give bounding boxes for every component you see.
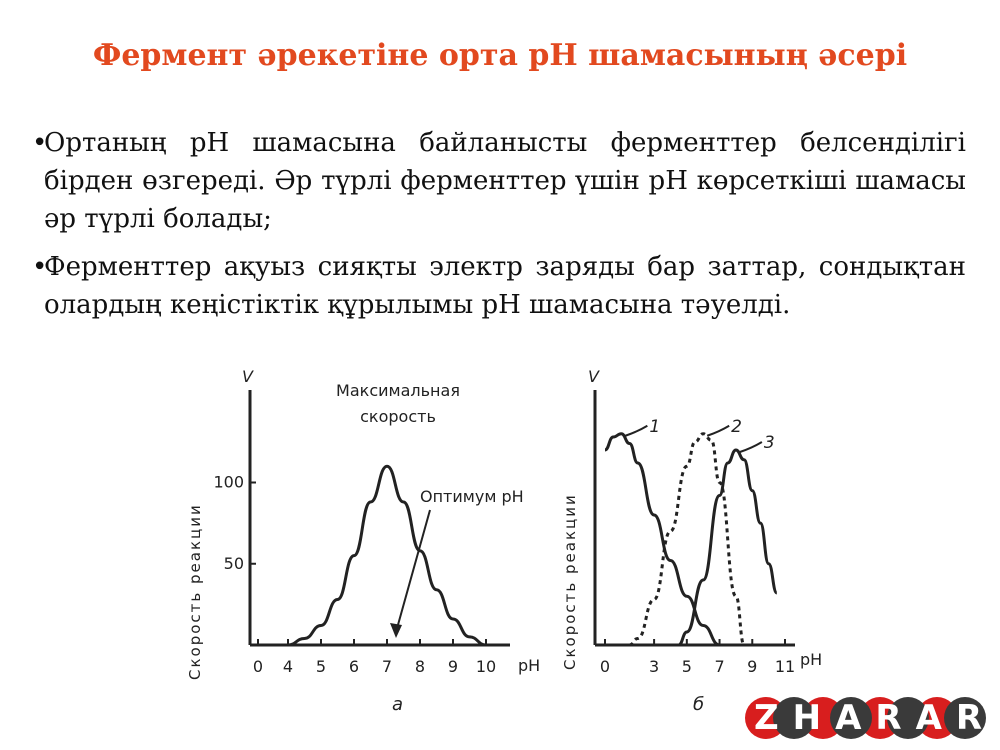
- x-tick-label-a: 6: [349, 657, 359, 676]
- series-line-b-1: [604, 432, 720, 647]
- enzyme-ph-figure: V Скорость реакции pH а Максимальная ско…: [186, 367, 822, 715]
- series-label-1: 1: [649, 417, 660, 437]
- series-line-a-0: [287, 464, 487, 647]
- y-tick-label-a: 100: [213, 473, 244, 492]
- x-tick-label-a: 4: [283, 657, 293, 676]
- x-tick-label-a: 7: [382, 657, 392, 676]
- x-tick-label-a: 0: [253, 657, 263, 676]
- annotation-max-line2: скорость: [360, 407, 436, 426]
- x-tick-label-b: 3: [649, 657, 659, 676]
- x-tick-label-a: 5: [316, 657, 326, 676]
- series-label-2: 2: [731, 417, 742, 437]
- y-axis-label-a: Скорость реакции: [186, 503, 204, 680]
- panel-label-b: б: [693, 694, 704, 715]
- y-symbol-a: V: [242, 367, 254, 386]
- bullet-mark: •: [32, 252, 48, 282]
- series-line-b-3: [678, 448, 779, 647]
- y-symbol-b: V: [588, 367, 600, 386]
- bullet-item: • Ферменттер ақуыз сияқты электр заряды …: [32, 248, 966, 324]
- bullet-list: • Ортаның рН шамасына байланысты фермент…: [32, 124, 966, 334]
- slide-title: Фермент әрекетіне орта pH шамасының әсер…: [92, 38, 908, 73]
- y-tick-label-a: 50: [224, 554, 244, 573]
- x-tick-label-b: 5: [682, 657, 692, 676]
- x-tick-label-a: 10: [476, 657, 496, 676]
- chart-panel-b: V Скорость реакции pH б 0 3 5 7 9 11 1 2 3: [561, 367, 822, 715]
- series-label-3: 3: [764, 433, 775, 453]
- bullet-text: Ортаның рН шамасына байланысты ферментте…: [44, 128, 966, 234]
- brand-badge-icon: [745, 697, 986, 739]
- series-leader-2: [706, 424, 730, 437]
- x-tick-label-b: 11: [775, 657, 795, 676]
- bullet-item: • Ортаның рН шамасына байланысты фермент…: [32, 124, 966, 238]
- brand-text: ZHARAR: [740, 693, 990, 743]
- x-tick-label-a: 8: [415, 657, 425, 676]
- brand-letters: ZHARAR: [754, 698, 997, 738]
- annotation-max-line1: Максимальная: [336, 381, 460, 400]
- x-tick-label-b: 7: [714, 657, 724, 676]
- x-axis-label-a: pH: [518, 656, 540, 675]
- x-tick-label-b: 0: [600, 657, 610, 676]
- annotation-optimum: Оптимум pH: [420, 487, 524, 506]
- brand-logo: ZHARAR: [740, 693, 990, 743]
- y-axis-label-b: Скорость реакции: [561, 493, 579, 670]
- series-leader-3: [739, 441, 763, 453]
- series-line-b-2: [629, 432, 746, 647]
- optimum-arrow: [395, 509, 431, 633]
- panel-label-a: а: [392, 694, 403, 715]
- bullet-mark: •: [32, 128, 48, 158]
- series-leader-1: [625, 424, 648, 437]
- x-tick-label-a: 9: [448, 657, 458, 676]
- x-tick-label-b: 9: [747, 657, 757, 676]
- chart-panel-a: V Скорость реакции pH а Максимальная ско…: [186, 367, 540, 715]
- bullet-text: Ферменттер ақуыз сияқты электр заряды ба…: [44, 252, 966, 320]
- x-axis-label-b: pH: [800, 650, 822, 669]
- optimum-arrowhead: [390, 623, 402, 638]
